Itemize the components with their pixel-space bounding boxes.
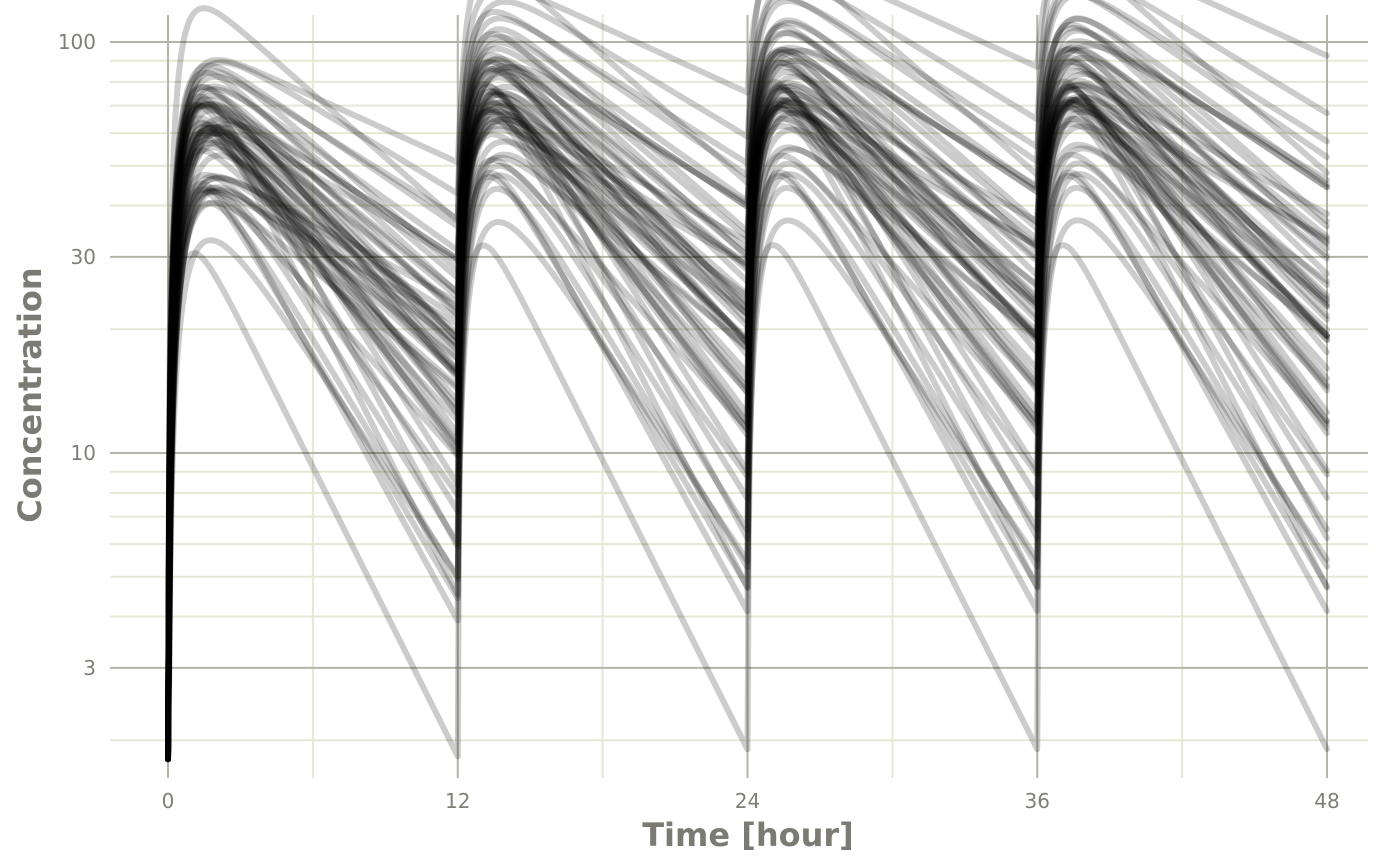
x-tick-label: 0: [162, 789, 175, 813]
concentration-profile-line: [165, 96, 1330, 763]
concentration-profile-line: [165, 99, 1330, 763]
concentration-profile-line: [165, 77, 1330, 763]
minor-grid: [110, 15, 1368, 778]
concentration-profile-line: [165, 58, 1330, 763]
concentration-profile-line: [165, 121, 1330, 763]
concentration-profile-line: [165, 58, 1330, 763]
concentration-profile-line: [165, 145, 1330, 763]
concentration-profile-line: [165, 108, 1330, 763]
concentration-profile-line: [165, 160, 1330, 763]
concentration-profile-line: [165, 169, 1330, 763]
concentration-profile-line: [165, 184, 1330, 763]
concentration-profile-line: [165, 45, 1330, 763]
concentration-profile-line: [165, 0, 1330, 763]
concentration-profile-line: [165, 0, 1330, 763]
concentration-profile-line: [165, 115, 1330, 763]
concentration-profile-line: [165, 27, 1330, 763]
concentration-profile-line: [165, 106, 1330, 763]
concentration-profile-line: [165, 42, 1330, 763]
concentration-profile-line: [165, 82, 1330, 763]
y-tick-label: 100: [58, 30, 96, 54]
concentration-profile-line: [165, 105, 1330, 763]
x-tick-label: 12: [445, 789, 470, 813]
concentration-profile-line: [165, 0, 1330, 763]
concentration-series: [165, 0, 1330, 763]
concentration-profile-line: [165, 96, 1330, 763]
y-tick-label: 10: [71, 441, 96, 465]
concentration-profile-line: [165, 115, 1330, 763]
concentration-profile-line: [165, 21, 1330, 763]
concentration-profile-line: [165, 86, 1330, 763]
concentration-profile-line: [165, 141, 1330, 763]
concentration-profile-line: [165, 171, 1330, 763]
concentration-profile-line: [165, 71, 1330, 763]
x-axis-ticks: 0 12 24 36 48: [162, 789, 1340, 813]
concentration-profile-line: [165, 242, 1330, 763]
x-tick-label: 24: [735, 789, 760, 813]
concentration-profile-line: [165, 54, 1330, 763]
concentration-profile-line: [165, 63, 1330, 763]
concentration-profile-line: [165, 46, 1330, 763]
concentration-profile-line: [165, 0, 1330, 763]
concentration-profile-line: [165, 82, 1330, 763]
concentration-profile-line: [165, 86, 1330, 763]
concentration-profile-line: [165, 44, 1330, 763]
y-tick-label: 3: [83, 656, 96, 680]
concentration-profile-line: [165, 172, 1330, 763]
concentration-profile-line: [165, 25, 1330, 763]
concentration-profile-line: [165, 38, 1330, 763]
concentration-profile-line: [165, 67, 1330, 763]
y-axis-title: Concentration: [11, 267, 49, 522]
concentration-profile-line: [165, 84, 1330, 763]
x-axis-title: Time [hour]: [642, 816, 854, 854]
x-tick-label: 48: [1314, 789, 1339, 813]
major-grid: [110, 15, 1368, 778]
concentration-profile-line: [165, 54, 1330, 763]
concentration-profile-line: [165, 94, 1330, 763]
y-tick-label: 30: [71, 245, 96, 269]
concentration-profile-line: [165, 96, 1330, 763]
concentration-profile-line: [165, 47, 1330, 763]
concentration-profile-line: [165, 81, 1330, 763]
concentration-profile-line: [165, 103, 1330, 763]
concentration-profile-line: [165, 96, 1330, 763]
concentration-profile-line: [165, 123, 1330, 763]
concentration-profile-line: [165, 99, 1330, 763]
x-tick-label: 36: [1025, 789, 1050, 813]
concentration-profile-line: [165, 101, 1330, 763]
concentration-profile-line: [165, 15, 1330, 763]
y-axis-ticks: 3 10 30 100: [58, 30, 96, 680]
concentration-profile-line: [165, 101, 1330, 763]
concentration-profile-line: [165, 151, 1330, 763]
concentration-profile-line: [165, 93, 1330, 763]
concentration-profile-line: [165, 0, 1330, 763]
concentration-profile-line: [165, 217, 1330, 763]
concentration-profile-line: [165, 78, 1330, 763]
concentration-profile-line: [165, 83, 1330, 763]
concentration-profile-line: [165, 15, 1330, 763]
